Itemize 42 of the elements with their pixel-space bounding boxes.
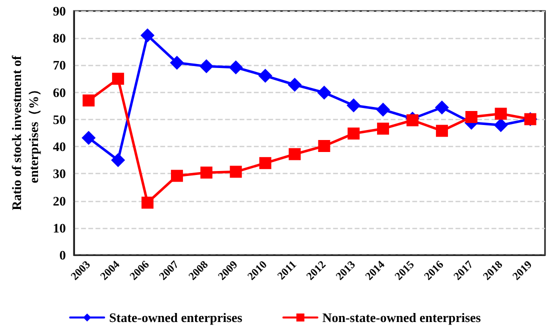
legend-label: Non-state-owned enterprises	[322, 310, 481, 325]
point	[259, 157, 272, 170]
point	[376, 102, 390, 117]
x-tick-label: 2011	[275, 258, 299, 282]
point	[434, 100, 449, 115]
point	[170, 170, 183, 182]
point	[230, 166, 242, 178]
legend-label: State-owned enterprises	[109, 310, 242, 325]
y-tick-label: 40	[52, 139, 66, 154]
point	[258, 68, 272, 83]
point	[199, 59, 214, 74]
y-tick-label: 60	[52, 84, 66, 100]
point	[406, 114, 419, 126]
point	[82, 94, 95, 106]
y-tick-label: 20	[52, 193, 66, 208]
y-tick-label: 10	[52, 220, 66, 236]
y-tick-label: 30	[52, 166, 66, 182]
point	[377, 122, 390, 135]
y-axis-title: Ratio of stock investment of enterprises（%）	[9, 55, 41, 210]
point	[288, 78, 302, 92]
y-tick-label: 70	[52, 58, 66, 73]
point	[142, 196, 154, 209]
y-tick-label: 90	[52, 4, 66, 18]
point	[494, 118, 508, 132]
point	[436, 124, 448, 137]
point	[82, 130, 96, 145]
point	[465, 111, 478, 124]
point	[112, 72, 124, 85]
point	[111, 153, 126, 168]
point	[348, 128, 360, 140]
point	[318, 140, 330, 152]
point	[200, 166, 212, 179]
y-tick-label: 80	[52, 30, 66, 46]
point	[317, 86, 332, 100]
y-tick-label: 50	[52, 112, 66, 127]
point	[494, 108, 507, 120]
point	[140, 28, 155, 42]
point	[228, 60, 243, 74]
point	[346, 98, 361, 112]
point	[170, 56, 184, 70]
point	[288, 148, 301, 160]
y-tick-label: 0	[59, 248, 66, 262]
